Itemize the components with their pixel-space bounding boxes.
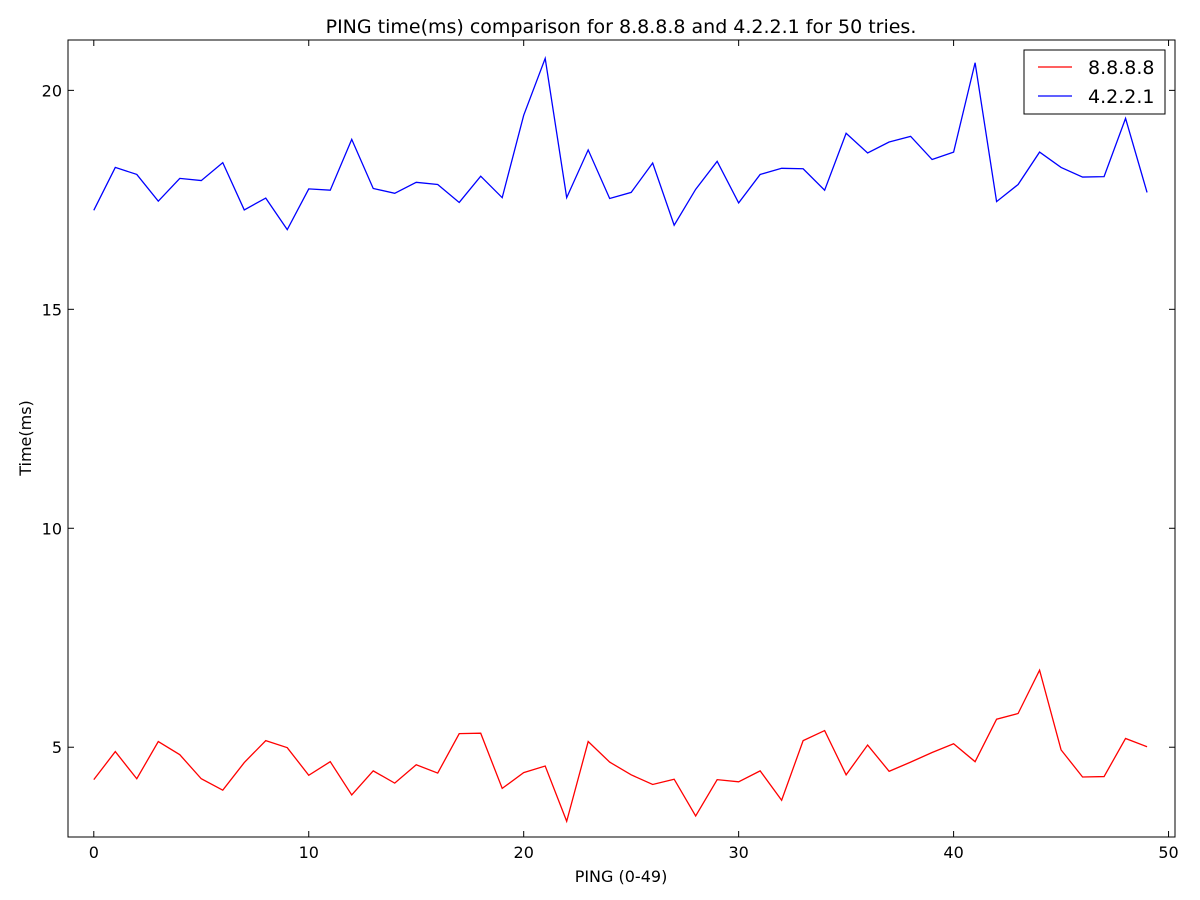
x-tick-label: 20: [514, 843, 534, 862]
axis-ticks: 0 10 20 30 40 50 5 10 15 20: [42, 40, 1179, 862]
legend-label-4-2-2-1: 4.2.2.1: [1088, 86, 1154, 108]
x-tick-label: 0: [89, 843, 99, 862]
x-tick-label: 30: [728, 843, 748, 862]
legend-box: [1023, 49, 1166, 115]
series-line-8-8-8-8: [93, 668, 1148, 824]
x-tick-label: 10: [299, 843, 319, 862]
y-tick-label: 10: [42, 519, 62, 538]
x-axis-title: PING (0-49): [575, 867, 668, 886]
y-tick-label: 20: [42, 81, 62, 100]
x-tick-label: 40: [943, 843, 963, 862]
legend-label-8-8-8-8: 8.8.8.8: [1088, 57, 1154, 79]
plot-area-frame: [67, 39, 1176, 838]
chart-title: PING time(ms) comparison for 8.8.8.8 and…: [326, 16, 917, 38]
legend: 8.8.8.8 4.2.2.1: [1023, 49, 1166, 115]
series-lines: [93, 55, 1148, 824]
y-tick-label: 15: [42, 300, 62, 319]
y-axis-title: Time(ms): [16, 400, 35, 477]
y-tick-label: 5: [52, 738, 62, 757]
x-tick-label: 50: [1158, 843, 1178, 862]
series-line-4-2-2-1: [93, 55, 1148, 231]
